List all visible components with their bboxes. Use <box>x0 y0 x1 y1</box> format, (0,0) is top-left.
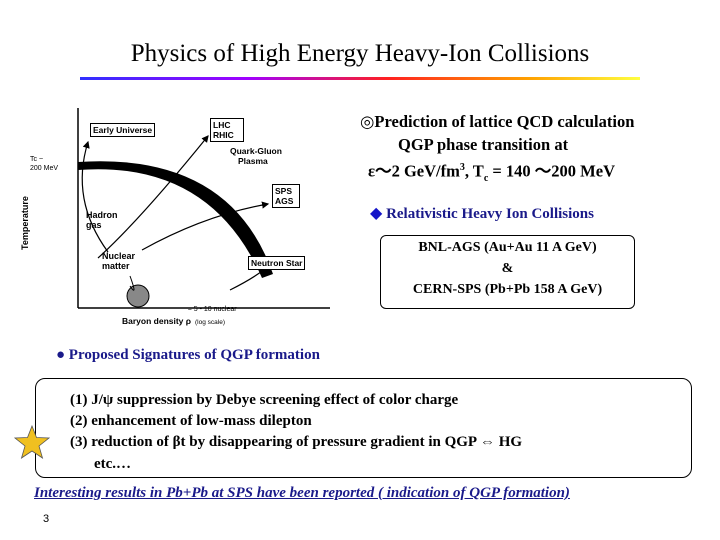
prediction-line3: ε～2 GeV/fm3, Tc = 140 ～200 MeV <box>368 161 615 184</box>
prediction-block: ◎Prediction of lattice QCD calculation Q… <box>360 110 634 190</box>
prediction-line2: QGP phase transition at <box>398 135 569 154</box>
early-universe-trajectory <box>81 140 109 253</box>
phase-boundary <box>78 161 273 278</box>
signatures-box: (1) J/ψ suppression by Debye screening e… <box>35 378 692 478</box>
baryon-density-label: Baryon density ρ <box>122 316 192 326</box>
nuclear-matter-label: Nuclear matter <box>102 251 136 271</box>
lhc-trajectory <box>97 135 209 259</box>
log-scale-label: (log scale) <box>195 319 225 326</box>
signature-item-1: (1) J/ψ suppression by Debye screening e… <box>70 392 459 408</box>
title-underline <box>80 77 640 80</box>
tc-label: Tc ~200 MeV <box>30 156 59 172</box>
sps-trajectory <box>141 201 270 251</box>
relativistic-heading: ◆ Relativistic Heavy Ion Collisions <box>370 205 594 222</box>
cern-sps-line: CERN-SPS (Pb+Pb 158 A GeV) <box>412 282 603 297</box>
hadron-gas-label: Hadron gas <box>86 210 118 230</box>
phase-diagram <box>77 108 330 309</box>
qgp-label: Quark-Gluon Plasma <box>230 146 282 166</box>
diamond-bullet-icon: ◆ <box>370 205 383 222</box>
nuclear-density-label: ≈ 5 - 10 nuclear <box>188 306 237 313</box>
signature-item-etc: etc.… <box>94 456 132 472</box>
lhc-rhic-label: LHC RHIC <box>210 118 244 142</box>
page-number: 3 <box>43 513 50 525</box>
ampersand-line: & <box>501 261 514 276</box>
temperature-label: Temperature <box>20 196 30 250</box>
prediction-line1: ◎Prediction of lattice QCD calculation <box>360 112 635 131</box>
sps-ags-label: SPS AGS <box>272 184 300 208</box>
interesting-results-note: Interesting results in Pb+Pb at SPS have… <box>34 485 570 501</box>
neutron-star-label: Neutron Star <box>248 256 306 270</box>
signature-item-3: (3) reduction of βt by disappearing of p… <box>70 434 523 450</box>
star-icon <box>14 425 50 459</box>
signatures-heading: ● Proposed Signatures of QGP formation <box>56 347 320 363</box>
nuclear-trajectory <box>129 275 135 291</box>
early-universe-label: Early Universe <box>90 123 156 137</box>
signature-item-2: (2) enhancement of low-mass dilepton <box>70 413 312 429</box>
bnl-ags-line: BNL-AGS (Au+Au 11 A GeV) <box>418 240 597 255</box>
nucleus-ball <box>126 284 150 308</box>
page-title: Physics of High Energy Heavy-Ion Collisi… <box>130 40 590 67</box>
experiments-box: BNL-AGS (Au+Au 11 A GeV) & CERN-SPS (Pb+… <box>380 235 635 309</box>
